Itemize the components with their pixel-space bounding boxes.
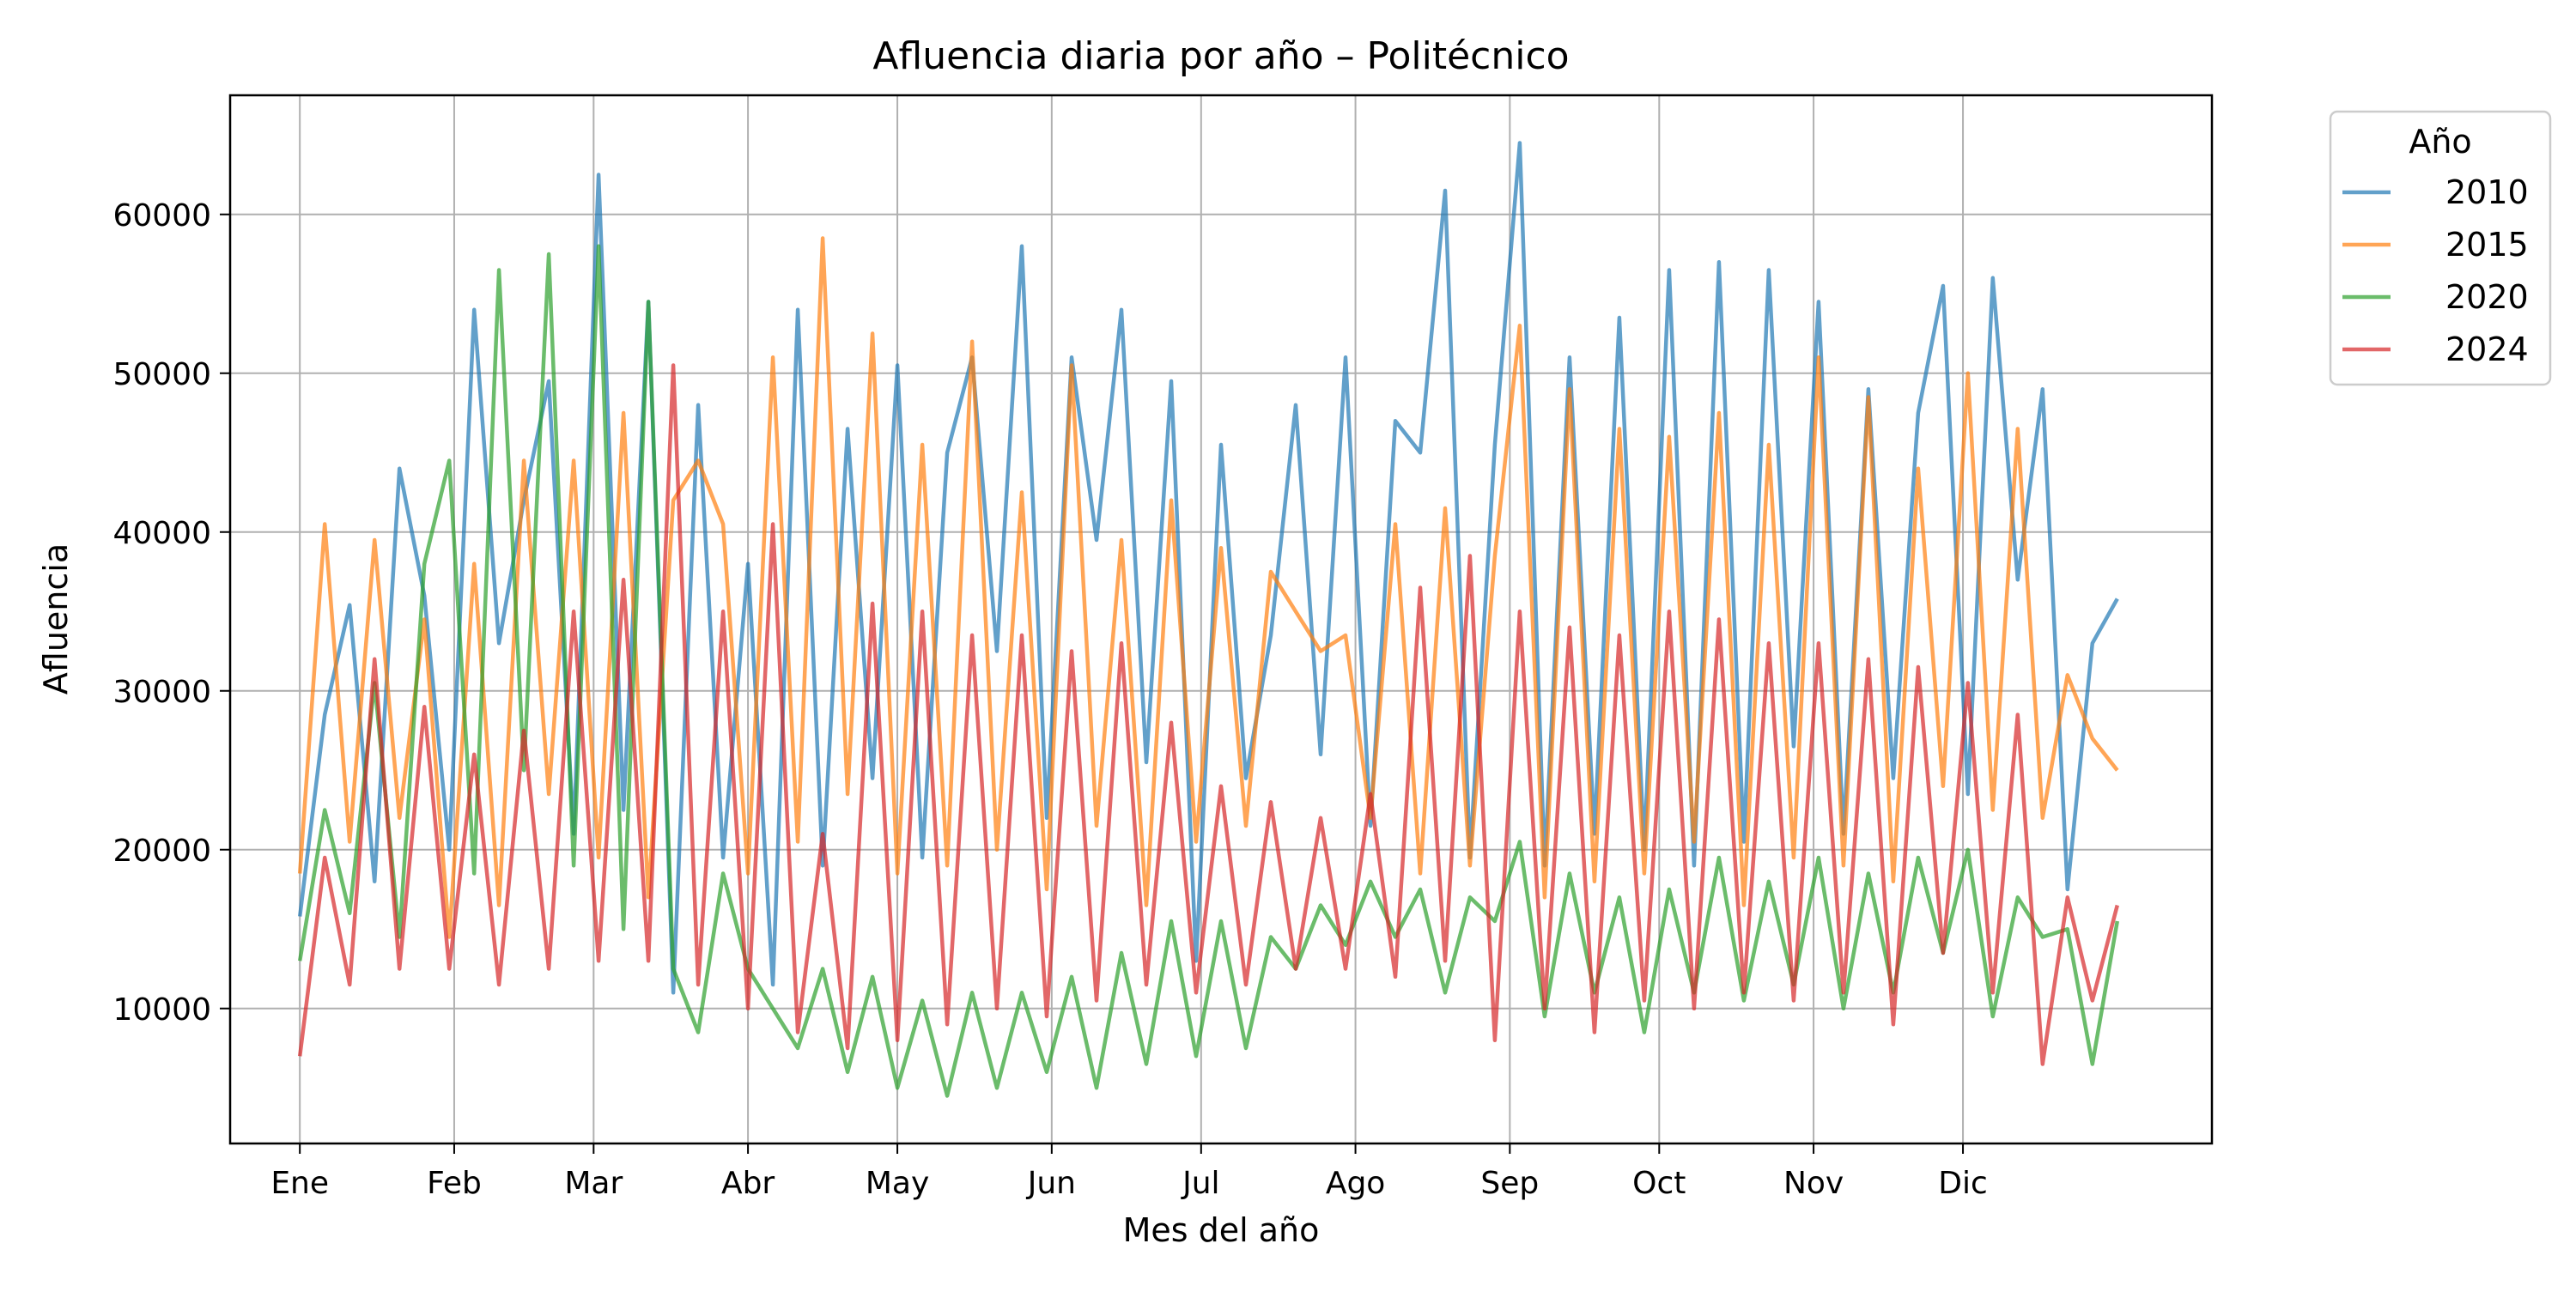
legend-box [2329, 110, 2552, 386]
series-line-2015 [297, 236, 2119, 939]
x-tick-label: Feb [427, 1166, 482, 1201]
legend-title: Año [2409, 123, 2471, 161]
legend: Año 2010 2015 2020 2024 [2329, 110, 2552, 386]
y-tick-label: 30000 [112, 675, 211, 710]
x-tick-label: Oct [1632, 1166, 1686, 1201]
grid-lines [230, 95, 2212, 1143]
legend-label-2015: 2015 [2445, 226, 2529, 264]
x-tick-label: Jul [1181, 1166, 1219, 1201]
plot-area-frame [228, 94, 2214, 1145]
x-axis-ticks: Ene Feb Mar Abr May Jun Jul Ago Sep Oct Nov Dic [270, 1143, 1988, 1201]
x-tick-label: Mar [564, 1166, 623, 1201]
legend-items: 2010 2015 2020 2024 [2342, 173, 2529, 368]
y-tick-label: 50000 [112, 357, 211, 392]
y-tick-label: 20000 [112, 834, 211, 869]
series-line-2024 [297, 363, 2119, 1066]
x-tick-label: May [866, 1166, 929, 1201]
x-tick-label: Ene [270, 1166, 329, 1201]
y-axis-label: Afluencia [37, 543, 75, 695]
y-tick-label: 10000 [112, 992, 211, 1028]
x-tick-label: Sep [1480, 1166, 1539, 1201]
x-tick-label: Nov [1783, 1166, 1844, 1201]
x-axis-label: Mes del año [1123, 1211, 1320, 1249]
x-tick-label: Abr [721, 1166, 775, 1201]
legend-label-2024: 2024 [2445, 331, 2529, 368]
series-lines [297, 141, 2120, 1098]
y-tick-label: 60000 [112, 198, 211, 234]
legend-label-2010: 2010 [2445, 173, 2529, 211]
chart-title: Afluencia diaria por año – Politécnico [872, 34, 1569, 78]
x-tick-label: Dic [1938, 1166, 1988, 1201]
x-tick-label: Jun [1026, 1166, 1076, 1201]
y-axis-ticks: 10000 20000 30000 40000 50000 60000 [112, 198, 230, 1028]
x-tick-label: Ago [1326, 1166, 1386, 1201]
legend-label-2020: 2020 [2445, 278, 2529, 316]
y-tick-label: 40000 [112, 516, 211, 551]
series-line-2020 [297, 244, 2120, 1098]
